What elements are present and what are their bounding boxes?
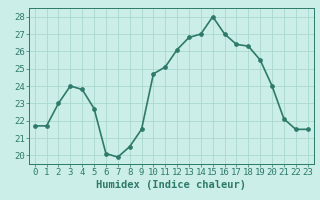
X-axis label: Humidex (Indice chaleur): Humidex (Indice chaleur) [96,180,246,190]
